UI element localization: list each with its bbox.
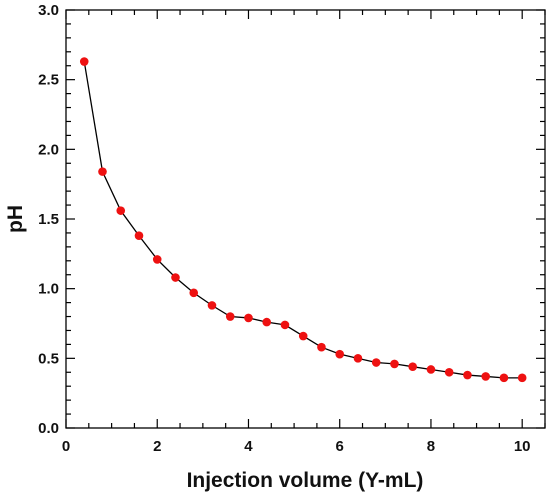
data-point: [408, 362, 417, 371]
y-tick-label: 1.0: [38, 281, 59, 298]
data-point: [335, 350, 344, 359]
y-tick-label: 1.5: [38, 211, 59, 228]
data-point: [116, 206, 125, 215]
data-point: [317, 343, 326, 352]
data-point: [463, 371, 472, 380]
series-group: [80, 57, 527, 382]
plot-area: [66, 10, 545, 428]
data-point: [189, 289, 198, 298]
series-line: [84, 62, 522, 378]
x-tick-label: 10: [514, 438, 531, 455]
data-point: [262, 318, 271, 327]
y-tick-label: 0.0: [38, 420, 59, 437]
y-tick-label: 2.5: [38, 72, 59, 89]
data-point: [445, 368, 454, 377]
data-point: [80, 57, 89, 66]
data-point: [354, 354, 363, 363]
x-axis-title: Injection volume (Y-mL): [187, 469, 424, 492]
x-tick-label: 4: [244, 438, 253, 455]
x-tick-label: 2: [153, 438, 161, 455]
data-point: [299, 332, 308, 341]
data-point: [518, 374, 527, 383]
data-point: [171, 273, 180, 282]
data-point: [372, 358, 381, 367]
data-point: [481, 372, 490, 381]
data-point: [226, 312, 235, 321]
data-point: [390, 360, 399, 369]
x-tick-label: 6: [336, 438, 344, 455]
axis-ticks: [66, 10, 545, 428]
data-point: [427, 365, 436, 374]
y-axis-title: pH: [4, 205, 27, 233]
data-point: [135, 231, 144, 240]
data-point: [281, 321, 290, 330]
data-point: [500, 374, 509, 383]
data-point: [98, 167, 107, 176]
y-tick-label: 3.0: [38, 2, 59, 19]
x-tick-label: 0: [62, 438, 70, 455]
data-point: [153, 255, 162, 264]
y-tick-label: 0.5: [38, 350, 59, 367]
data-point: [208, 301, 217, 310]
data-point: [244, 314, 253, 323]
plot-frame: [66, 10, 545, 428]
x-tick-label: 8: [427, 438, 435, 455]
tick-labels: 0 2 4 6 8 10 0.0 0.5 1.0 1.5 2.0 2.5 3.0: [38, 2, 530, 455]
y-tick-label: 2.0: [38, 141, 59, 158]
